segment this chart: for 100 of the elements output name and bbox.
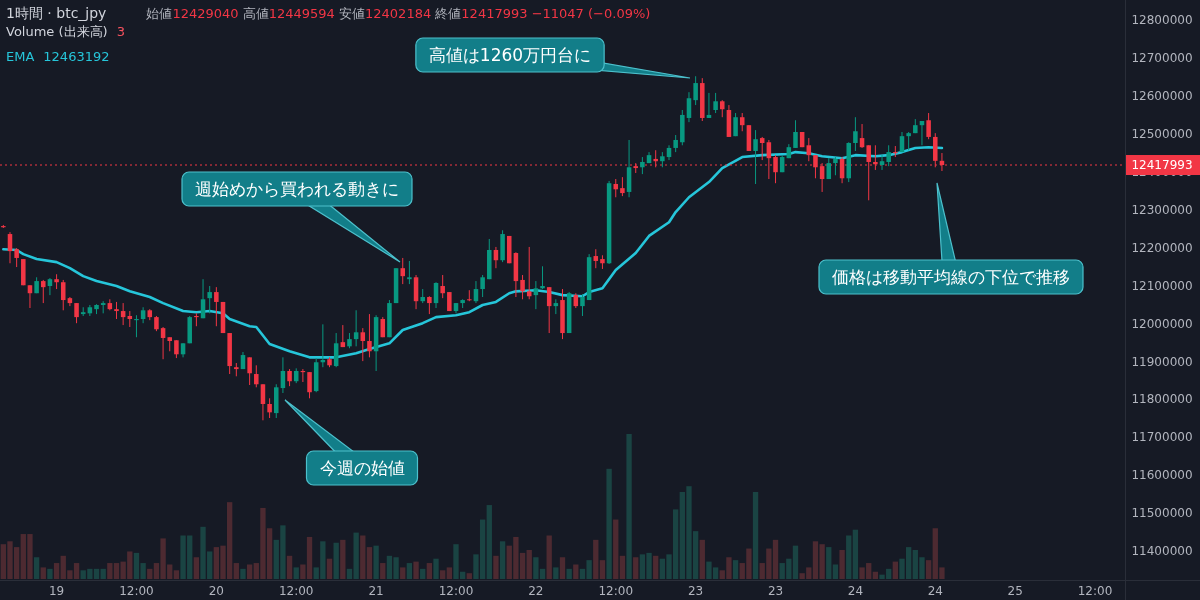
x-tick-label: 21 <box>368 584 384 598</box>
bar <box>599 560 606 579</box>
candlestick <box>620 176 625 197</box>
text: EMA <box>6 49 35 64</box>
bar <box>193 557 200 579</box>
bar <box>446 567 452 579</box>
bar <box>852 529 859 579</box>
bar <box>573 564 579 579</box>
bar <box>33 557 40 579</box>
bar <box>47 568 53 579</box>
candlestick <box>713 92 718 114</box>
bar <box>839 550 845 579</box>
bar <box>286 555 293 579</box>
bar <box>413 561 419 579</box>
candlestick <box>47 277 53 296</box>
bar <box>293 567 299 579</box>
text: 始値12429040 高値12449594 安値12402184 終値12417993 −11047 (−0.09%) <box>146 6 651 21</box>
candlestick <box>793 119 798 149</box>
candlestick <box>613 178 619 198</box>
bar <box>147 568 153 579</box>
annotation: 今週の始値 <box>319 458 405 478</box>
candlestick <box>520 274 525 300</box>
y-tick-label: 11700000 <box>1131 430 1193 445</box>
y-tick-label: 12000000 <box>1131 316 1193 331</box>
candlestick <box>74 302 79 324</box>
candlestick <box>480 274 485 298</box>
bar <box>792 545 799 579</box>
bar <box>340 539 346 579</box>
bar <box>752 492 759 579</box>
y-tick-label: 12200000 <box>1131 240 1193 255</box>
chart-title: 1時間 · btc_jpy <box>6 5 107 21</box>
x-tick-label: 20 <box>208 584 224 598</box>
candlestick <box>214 286 219 327</box>
bar <box>486 505 492 579</box>
candlestick <box>526 246 532 300</box>
text: Volume (出来高) <box>6 24 108 39</box>
candlestick <box>400 257 405 285</box>
bar <box>233 563 239 579</box>
candlestick <box>14 247 19 268</box>
candlestick <box>353 309 359 347</box>
candlestick <box>207 285 212 314</box>
bar <box>360 535 366 579</box>
bar <box>100 568 106 579</box>
annotation: 週始めから買われる動きに <box>195 179 399 199</box>
bar <box>553 567 559 579</box>
y-tick-label: 12500000 <box>1131 126 1193 141</box>
bar <box>872 571 879 579</box>
y-tick-label: 11400000 <box>1131 544 1193 559</box>
y-tick-label: 12700000 <box>1131 51 1193 66</box>
candlestick <box>580 293 585 317</box>
bar <box>380 563 386 579</box>
bar <box>493 555 499 579</box>
candlestick <box>367 313 372 358</box>
bar <box>366 547 373 579</box>
candlestick <box>753 129 758 185</box>
candlestick <box>41 279 46 304</box>
candlestick <box>134 314 139 338</box>
candlestick <box>906 131 911 151</box>
bar <box>400 567 406 579</box>
candlestick <box>60 279 66 311</box>
y-tick-label: 12100000 <box>1131 278 1193 293</box>
bar <box>466 573 472 579</box>
candlestick <box>886 144 891 167</box>
bar <box>699 539 705 579</box>
bar <box>440 570 446 579</box>
bar <box>732 560 739 579</box>
candlestick <box>467 289 472 302</box>
candlestick <box>540 265 545 290</box>
annotation: 12463192 <box>43 49 110 64</box>
x-tick-label: 12:00 <box>598 584 634 598</box>
bar <box>619 555 626 579</box>
ref-line-label: 12417993 <box>1131 158 1193 173</box>
candlestick <box>533 280 539 310</box>
x-tick-label: 23 <box>688 584 704 598</box>
bar <box>846 535 852 579</box>
bar <box>606 468 612 579</box>
bar <box>499 541 506 579</box>
candlestick <box>693 75 698 106</box>
candlestick <box>407 260 412 285</box>
y-tick-label: 11800000 <box>1131 392 1193 407</box>
x-tick-label: 19 <box>48 584 65 598</box>
candlestick <box>440 274 445 299</box>
bar <box>406 563 413 579</box>
bar <box>173 570 180 579</box>
bar <box>566 568 572 579</box>
candlestick <box>853 116 858 152</box>
candlestick <box>893 145 898 158</box>
y-tick-label: 12600000 <box>1131 88 1193 103</box>
y-tick-label: 11900000 <box>1131 354 1193 369</box>
bar <box>653 555 659 579</box>
bar <box>53 563 60 579</box>
x-tick-label: 12:00 <box>119 584 154 598</box>
bar <box>433 558 439 579</box>
bar <box>326 558 333 579</box>
candlestick <box>686 91 692 123</box>
bar <box>333 542 339 579</box>
bar <box>925 560 932 579</box>
bar <box>832 564 839 579</box>
candlestick <box>593 248 599 269</box>
x-tick-label: 22 <box>528 584 544 598</box>
